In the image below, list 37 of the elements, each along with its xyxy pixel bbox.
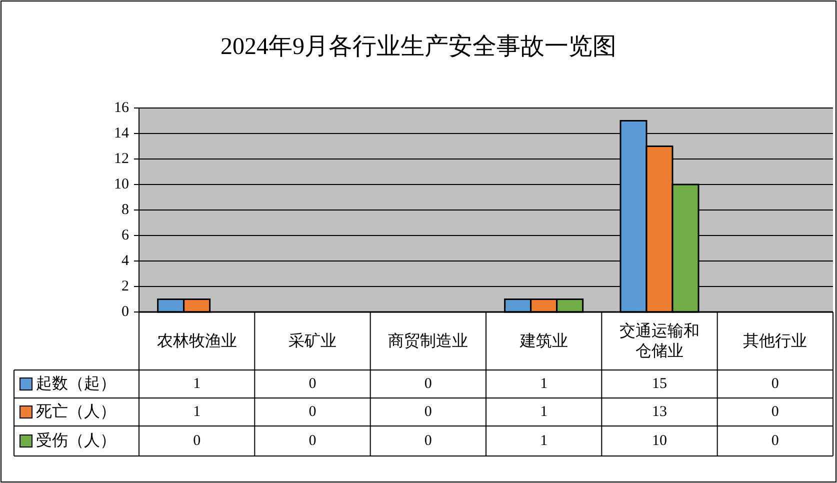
y-tick-label: 14 bbox=[114, 126, 130, 142]
data-label: 0 bbox=[424, 376, 432, 392]
legend-label: 死亡（人） bbox=[36, 402, 116, 420]
data-label: 0 bbox=[308, 376, 316, 392]
data-label: 0 bbox=[193, 433, 201, 449]
data-label: 0 bbox=[771, 404, 779, 420]
y-tick-label: 2 bbox=[122, 278, 129, 294]
data-label: 0 bbox=[424, 433, 432, 449]
y-tick-label: 10 bbox=[114, 176, 129, 192]
y-tick-label: 4 bbox=[122, 253, 130, 269]
y-tick-label: 12 bbox=[114, 151, 129, 167]
data-label: 0 bbox=[771, 376, 779, 392]
x-tick-label: 建筑业 bbox=[518, 332, 568, 350]
data-label: 0 bbox=[308, 433, 316, 449]
data-label: 1 bbox=[193, 404, 201, 420]
x-tick-label: 其他行业 bbox=[743, 332, 808, 350]
chart-title: 2024年9月各行业生产安全事故一览图 bbox=[220, 33, 616, 60]
legend-label: 起数（起） bbox=[36, 376, 116, 392]
y-tick-label: 16 bbox=[114, 100, 130, 116]
legend-label: 受伤（人） bbox=[36, 432, 116, 450]
x-tick-label: 采矿业 bbox=[288, 332, 336, 350]
data-label: 15 bbox=[652, 376, 667, 392]
data-label: 1 bbox=[540, 404, 548, 420]
data-label: 10 bbox=[652, 433, 667, 449]
data-label: 0 bbox=[771, 433, 779, 449]
data-label: 0 bbox=[308, 404, 316, 420]
x-tick-label: 商贸制造业 bbox=[388, 332, 468, 350]
data-label: 1 bbox=[193, 376, 201, 392]
x-tick-label: 交通运输和仓储业 bbox=[620, 322, 700, 360]
data-label: 1 bbox=[540, 433, 548, 449]
data-label: 0 bbox=[424, 404, 432, 420]
data-label: 13 bbox=[652, 404, 667, 420]
y-tick-label: 8 bbox=[122, 202, 129, 218]
y-tick-label: 0 bbox=[122, 304, 129, 320]
y-tick-label: 6 bbox=[122, 228, 130, 244]
data-label: 1 bbox=[540, 376, 548, 392]
x-tick-label: 农林牧渔业 bbox=[156, 332, 237, 350]
